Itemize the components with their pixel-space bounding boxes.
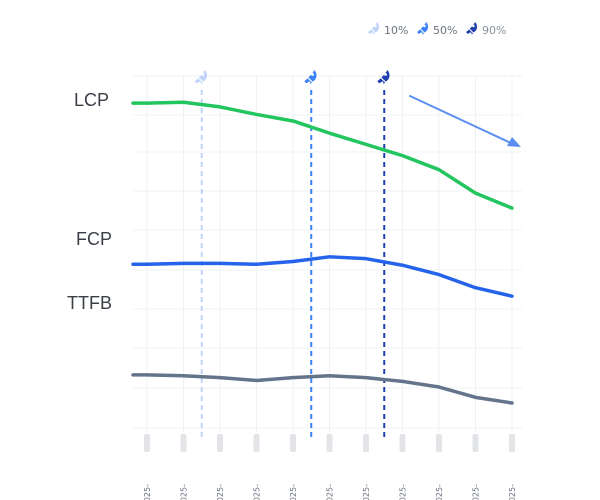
blurred-tick-detail bbox=[363, 434, 369, 452]
x-tick-label: 2025- bbox=[289, 484, 298, 500]
legend-label-10pct: 10% bbox=[384, 24, 408, 37]
rocket-icon bbox=[368, 22, 380, 35]
blurred-tick-detail bbox=[180, 434, 187, 452]
x-tick-label: 2025- bbox=[180, 484, 189, 500]
blurred-tick-detail bbox=[290, 434, 296, 452]
x-tick-label: 2025- bbox=[399, 484, 408, 500]
grid bbox=[133, 75, 522, 432]
blurred-tick-detail bbox=[144, 434, 150, 452]
rocket-icon bbox=[417, 22, 429, 35]
percentile-marker-icons bbox=[194, 70, 390, 84]
x-tick-label: 2025- bbox=[143, 484, 152, 500]
x-axis-tick-labels: 2025- 2025- 2025- 2025- 2025- 2025- 2025- 2025-… bbox=[143, 434, 517, 500]
rocket-icon bbox=[194, 70, 208, 84]
blurred-tick-detail bbox=[509, 434, 515, 452]
blurred-tick-detail bbox=[253, 434, 260, 452]
blurred-tick-detail bbox=[436, 434, 442, 452]
legend-label-90pct: 90% bbox=[482, 24, 506, 37]
x-tick-label: 2025- bbox=[508, 484, 517, 500]
arrow-down-right-icon bbox=[507, 137, 521, 147]
blurred-tick-detail bbox=[326, 434, 333, 452]
blurred-tick-detail bbox=[217, 434, 223, 452]
x-tick-label: 2025- bbox=[362, 484, 371, 500]
series-lines bbox=[131, 100, 514, 405]
trend-arrow-shaft bbox=[409, 95, 514, 145]
x-tick-label: 2025- bbox=[216, 484, 225, 500]
rocket-icon bbox=[304, 70, 317, 84]
rocket-icon bbox=[377, 70, 390, 84]
x-tick-label: 2025- bbox=[253, 484, 262, 500]
metric-label-fcp: FCP bbox=[76, 229, 112, 249]
blurred-tick-detail bbox=[399, 434, 406, 452]
metric-label-lcp: LCP bbox=[74, 90, 109, 110]
trend-arrow bbox=[409, 95, 521, 147]
rocket-icon bbox=[466, 22, 478, 35]
series-line-ttfb bbox=[131, 373, 514, 405]
legend: 10% 50% 90% bbox=[368, 22, 506, 37]
metric-label-ttfb: TTFB bbox=[67, 293, 112, 313]
series-line-lcp bbox=[131, 100, 514, 210]
series-line-fcp bbox=[131, 255, 514, 298]
metric-labels: LCP FCP TTFB bbox=[67, 90, 112, 313]
x-tick-label: 2025- bbox=[326, 484, 335, 500]
x-tick-label: 2025- bbox=[472, 484, 481, 500]
legend-label-50pct: 50% bbox=[433, 24, 457, 37]
x-tick-label: 2025- bbox=[435, 484, 444, 500]
blurred-tick-detail bbox=[472, 434, 479, 452]
